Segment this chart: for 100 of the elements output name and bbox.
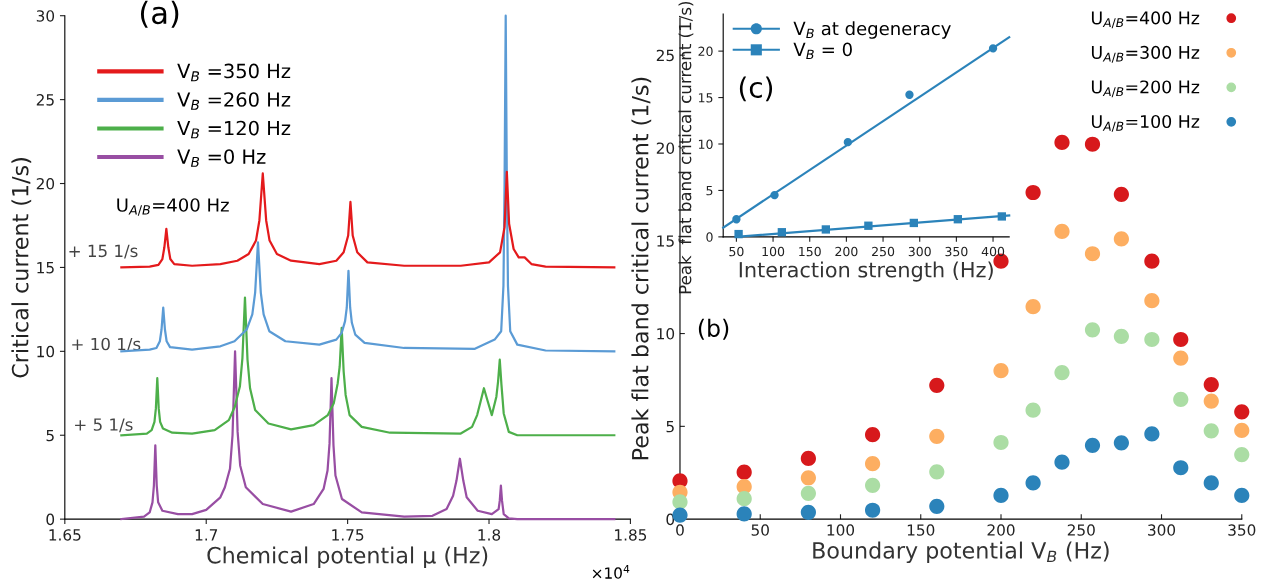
y-tick-label: 25 [36,94,54,106]
annotation: + 15 1/s [69,244,138,259]
y-tick-label: 0 [706,232,713,242]
point [1084,246,1101,262]
x-tick-label: 250 [872,246,895,257]
point [929,464,945,480]
point [1173,350,1189,366]
point [800,470,816,486]
point [1025,475,1041,491]
point [1025,184,1041,201]
y-tick-label: 5 [666,421,674,433]
x-tick-label: 1.85 [615,529,647,541]
annotation: (b) [698,318,729,340]
legend-label: U$_{A/B}$=400 Hz [1091,11,1200,29]
point [1203,376,1219,393]
x-axis-title: Boundary potential V$_{B}$ (Hz) [813,541,1109,564]
x-tick-label: 400 [981,246,1005,257]
y-tick-label: 30 [36,10,55,22]
x-tick-label: 100 [762,246,785,257]
annotation: U$_{A/B}$=400 Hz [117,198,229,216]
y-tick-label: 25 [656,49,674,62]
legend-label: U$_{A/B}$=100 Hz [1091,114,1200,132]
point [1113,186,1129,202]
point [1144,293,1160,309]
x-tick-label: 300 [908,246,931,257]
y-tick-label: 10 [37,345,55,358]
x-axis-title: Interaction strength (Hz) [739,261,993,282]
point [929,428,945,444]
y-tick-label: 20 [698,46,713,57]
point [864,502,881,518]
x-tick-label: 350 [1228,524,1256,536]
legend-label: V$_{B}$ = 0 [793,42,852,59]
point [1234,422,1250,439]
point [929,498,945,514]
point [993,363,1009,379]
legend-label: U$_{A/B}$=300 Hz [1091,45,1200,63]
y-tick-label: 20 [36,177,55,190]
point [1144,253,1160,269]
point [1234,404,1250,420]
x-tick-label: 350 [945,246,968,257]
annotation: (a) [140,0,179,28]
x-tick-label: 50 [729,246,744,257]
x-tick-label: 300 [1148,524,1176,536]
x-tick-label: 1.75 [332,529,364,541]
point [1203,423,1219,439]
y-tick-label: 0 [46,513,55,526]
point [1054,364,1070,381]
y-tick-label: 5 [46,429,54,442]
point [1203,393,1219,409]
x-tick-label: 50 [751,524,769,536]
y-axis-title: Peak flat band critical current (1/s) [678,1,694,294]
point [993,487,1009,503]
point [736,506,752,522]
point [1144,426,1160,442]
text: ×10$^{4}$ [592,564,630,579]
x-tick-label: 1.65 [49,529,81,541]
point [1144,331,1160,348]
y-tick-label: 15 [657,235,674,247]
point [864,456,881,472]
legend-label: V$_{B}$ =120 Hz [177,120,291,139]
point [1054,223,1070,240]
y-tick-label: 15 [698,93,713,103]
x-tick-label: 1.7 [195,529,218,541]
y-tick-label: 20 [656,142,675,154]
point [1113,328,1129,344]
point [1173,391,1189,408]
point [1025,402,1041,418]
y-axis-title: Critical current (1/s) [11,158,32,378]
point [736,491,752,507]
annotation: + 5 1/s [75,418,133,433]
y-tick-label: 10 [657,328,675,340]
point [736,464,752,480]
x-tick-label: 200 [987,524,1015,536]
legend-label: V$_{B}$ =0 Hz [177,149,266,167]
point [800,450,816,467]
annotation: + 10 1/s [72,337,141,352]
annotation: (c) [739,76,773,102]
legend-label: V$_{B}$ =350 Hz [177,63,291,82]
point [864,427,881,443]
point [1234,487,1250,503]
point [905,90,914,99]
x-tick-label: 0 [676,524,684,536]
point [672,494,688,510]
point [1203,475,1219,491]
point [1084,322,1101,338]
y-tick-label: 15 [37,262,54,274]
point [1084,136,1101,152]
legend-label: U$_{A/B}$=200 Hz [1091,80,1200,98]
point [993,434,1009,451]
point [1025,299,1041,315]
x-axis-title: Chemical potential μ (Hz) [207,546,488,568]
y-tick-label: 5 [706,186,713,196]
x-tick-label: 250 [1067,524,1095,536]
point [1234,446,1250,463]
point [1113,231,1129,247]
legend-label: V$_{B}$ at degeneracy [793,21,951,39]
x-tick-label: 1.8 [478,529,501,541]
point [800,485,816,501]
point [1084,437,1101,453]
y-tick-label: 10 [698,139,713,149]
